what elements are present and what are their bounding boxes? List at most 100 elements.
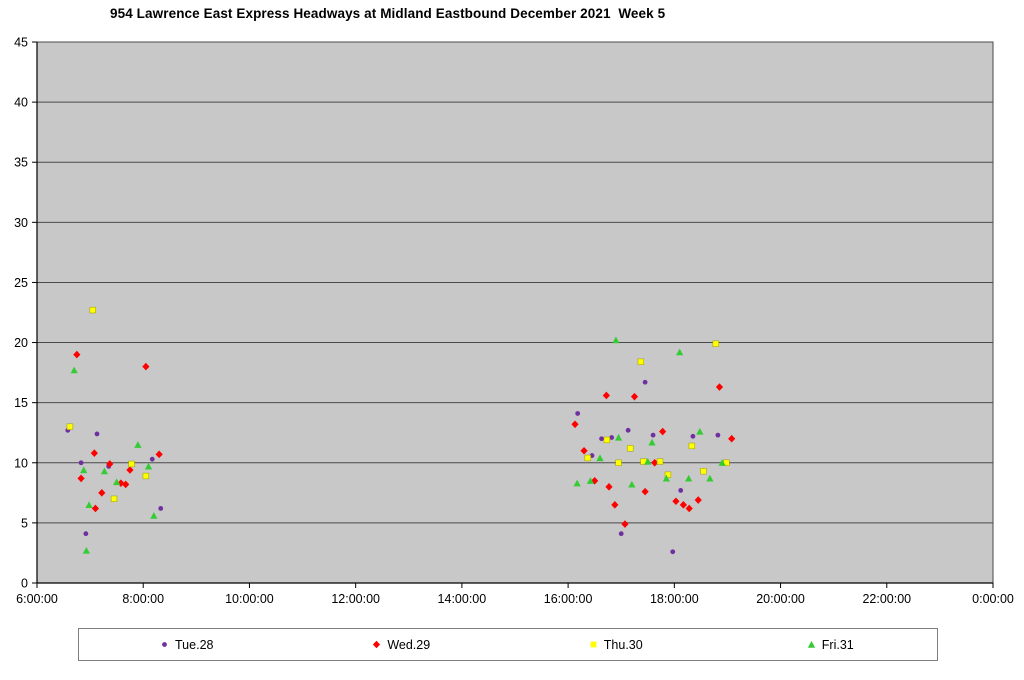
y-tick-label: 45	[14, 36, 28, 50]
data-point-wed-29	[91, 504, 100, 513]
y-tick-label: 0	[21, 577, 28, 591]
data-point-fri-31	[586, 477, 595, 484]
plot-area	[36, 41, 994, 584]
y-tick-label: 5	[21, 516, 28, 530]
data-point-wed-29	[611, 501, 619, 509]
data-point-wed-29	[621, 520, 629, 528]
data-point-tue-28	[94, 431, 100, 437]
y-tick-label: 10	[14, 456, 28, 470]
data-point-wed-29	[106, 460, 114, 468]
y-tick-label: 20	[14, 336, 28, 350]
data-point-thu-30	[128, 460, 135, 468]
legend-item-thu-30: Thu.30	[508, 638, 723, 652]
data-point-wed-29	[602, 391, 610, 400]
data-point-fri-31	[685, 474, 693, 482]
data-point-wed-29	[630, 392, 639, 401]
data-point-tue-28	[678, 488, 684, 493]
data-point-wed-29	[659, 427, 667, 436]
scatter-plot: 0 5 10 15 20 25 30 35 40 45 6:00:00 8:00:00 10:00:00…	[14, 36, 1014, 607]
data-point-fri-31	[706, 474, 714, 482]
data-point-thu-30	[712, 340, 719, 347]
data-point-fri-31	[100, 467, 109, 475]
data-point-thu-30	[688, 442, 696, 450]
data-point-wed-29	[605, 483, 613, 491]
y-tick-label: 40	[14, 96, 28, 110]
legend-item-fri-31: Fri.31	[723, 638, 938, 652]
data-point-tue-28	[618, 531, 624, 537]
data-point-fri-31	[80, 466, 88, 474]
data-point-tue-28	[575, 411, 581, 416]
legend-label: Tue.28	[175, 637, 214, 652]
data-point-fri-31	[612, 336, 620, 344]
data-point-tue-28	[642, 379, 648, 385]
y-tick-label: 25	[14, 276, 28, 290]
data-point-tue-28	[158, 506, 164, 511]
data-point-thu-30	[110, 495, 118, 502]
triangle-marker-icon	[807, 640, 815, 648]
circle-marker-shape	[162, 642, 167, 647]
data-point-fri-31	[718, 459, 726, 466]
data-point-wed-29	[651, 458, 659, 467]
data-point-wed-29	[571, 420, 579, 429]
data-point-thu-30	[637, 358, 645, 365]
data-point-tue-28	[83, 531, 89, 537]
data-point-wed-29	[117, 479, 125, 488]
data-point-thu-30	[66, 423, 74, 430]
data-point-thu-30	[664, 471, 672, 478]
chart-legend: Tue.28 Wed.29 Thu.30 Fri.31	[78, 628, 938, 661]
triangle-marker-shape	[807, 640, 815, 648]
x-tick-label: 18:00:00	[650, 592, 699, 606]
data-point-fri-31	[113, 478, 121, 486]
x-tick-label: 6:00:00	[16, 592, 58, 606]
square-marker-shape	[590, 641, 597, 648]
data-point-fri-31	[82, 546, 90, 554]
data-point-tue-28	[690, 433, 696, 439]
x-tick-label: 14:00:00	[438, 592, 487, 606]
data-point-thu-30	[656, 458, 664, 465]
data-point-wed-29	[591, 477, 599, 485]
data-point-wed-29	[580, 446, 588, 455]
data-point-thu-30	[700, 468, 707, 475]
x-tick-label: 16:00:00	[544, 592, 593, 606]
data-point-tue-28	[650, 432, 656, 438]
x-tick-label: 20:00:00	[756, 592, 805, 606]
data-point-wed-29	[73, 350, 81, 359]
data-point-fri-31	[644, 457, 652, 465]
data-point-wed-29	[77, 474, 85, 483]
data-point-wed-29	[672, 497, 680, 506]
data-point-fri-31	[628, 480, 636, 488]
data-point-fri-31	[573, 479, 581, 487]
legend-item-wed-29: Wed.29	[294, 638, 509, 652]
data-point-wed-29	[90, 449, 98, 457]
data-point-wed-29	[694, 496, 702, 504]
data-point-tue-28	[625, 427, 631, 433]
legend-label: Thu.30	[603, 637, 643, 652]
data-point-fri-31	[144, 462, 153, 470]
x-tick-label: 0:00:00	[972, 592, 1014, 606]
legend-label: Wed.29	[387, 637, 431, 652]
square-marker-icon	[590, 641, 597, 648]
chart-title: 954 Lawrence East Express Headways at Mi…	[110, 6, 666, 21]
data-point-tue-28	[149, 456, 155, 462]
data-point-fri-31	[696, 427, 704, 435]
diamond-marker-shape	[373, 640, 381, 649]
data-point-wed-29	[155, 450, 163, 459]
data-point-thu-30	[142, 472, 150, 480]
data-point-thu-30	[615, 459, 622, 466]
data-point-thu-30	[584, 454, 591, 462]
data-point-fri-31	[676, 348, 684, 356]
data-point-fri-31	[614, 433, 623, 441]
diamond-marker-icon	[373, 640, 381, 649]
data-point-wed-29	[98, 489, 106, 497]
data-point-tue-28	[609, 435, 615, 440]
data-point-tue-28	[599, 436, 604, 442]
data-point-fri-31	[85, 501, 93, 508]
data-point-fri-31	[134, 441, 142, 448]
data-point-fri-31	[662, 474, 670, 482]
y-tick-label: 15	[14, 396, 28, 410]
y-tick-label: 30	[14, 216, 28, 230]
data-point-fri-31	[150, 512, 158, 519]
circle-marker-icon	[162, 642, 167, 647]
data-point-tue-28	[670, 549, 676, 555]
y-tick-label: 35	[14, 156, 28, 170]
